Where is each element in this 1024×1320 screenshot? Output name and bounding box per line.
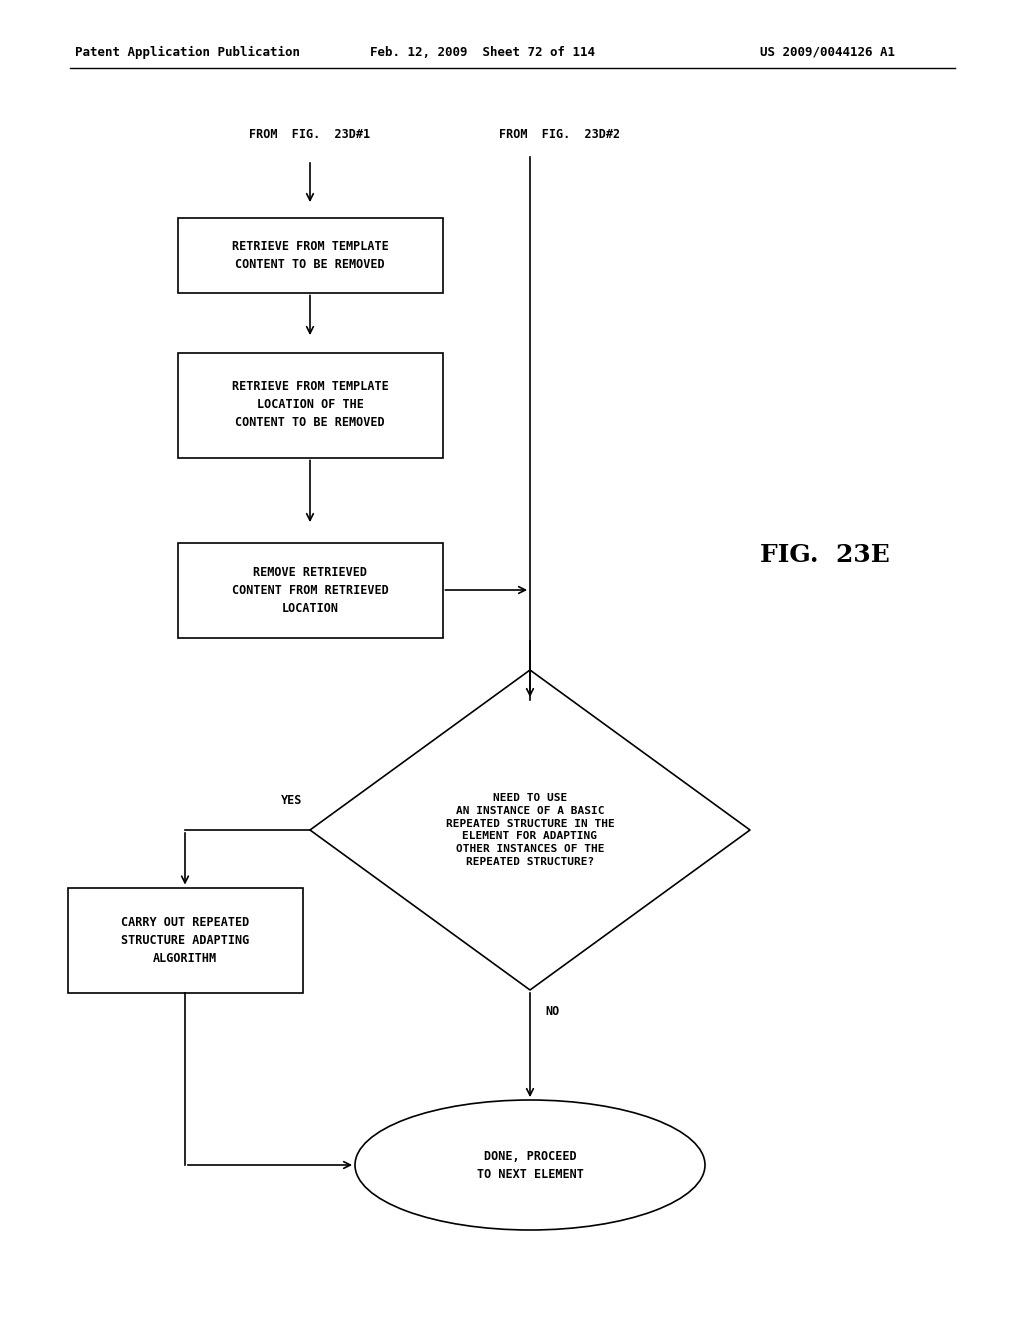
- Bar: [177, 543, 442, 638]
- Bar: [68, 887, 302, 993]
- Bar: [177, 352, 442, 458]
- Text: CARRY OUT REPEATED
STRUCTURE ADAPTING
ALGORITHM: CARRY OUT REPEATED STRUCTURE ADAPTING AL…: [121, 916, 249, 965]
- Text: DONE, PROCEED
TO NEXT ELEMENT: DONE, PROCEED TO NEXT ELEMENT: [476, 1150, 584, 1180]
- Text: NO: NO: [545, 1005, 559, 1018]
- Text: NEED TO USE
AN INSTANCE OF A BASIC
REPEATED STRUCTURE IN THE
ELEMENT FOR ADAPTIN: NEED TO USE AN INSTANCE OF A BASIC REPEA…: [445, 793, 614, 867]
- Text: FROM  FIG.  23D#1: FROM FIG. 23D#1: [250, 128, 371, 141]
- Text: Patent Application Publication: Patent Application Publication: [75, 45, 300, 58]
- Text: FROM  FIG.  23D#2: FROM FIG. 23D#2: [500, 128, 621, 141]
- Bar: [177, 218, 442, 293]
- Text: Feb. 12, 2009  Sheet 72 of 114: Feb. 12, 2009 Sheet 72 of 114: [370, 45, 595, 58]
- Text: YES: YES: [281, 793, 302, 807]
- Text: FIG.  23E: FIG. 23E: [760, 543, 890, 568]
- Text: RETRIEVE FROM TEMPLATE
LOCATION OF THE
CONTENT TO BE REMOVED: RETRIEVE FROM TEMPLATE LOCATION OF THE C…: [231, 380, 388, 429]
- Text: REMOVE RETRIEVED
CONTENT FROM RETRIEVED
LOCATION: REMOVE RETRIEVED CONTENT FROM RETRIEVED …: [231, 565, 388, 615]
- Text: RETRIEVE FROM TEMPLATE
CONTENT TO BE REMOVED: RETRIEVE FROM TEMPLATE CONTENT TO BE REM…: [231, 239, 388, 271]
- Text: US 2009/0044126 A1: US 2009/0044126 A1: [760, 45, 895, 58]
- Ellipse shape: [355, 1100, 705, 1230]
